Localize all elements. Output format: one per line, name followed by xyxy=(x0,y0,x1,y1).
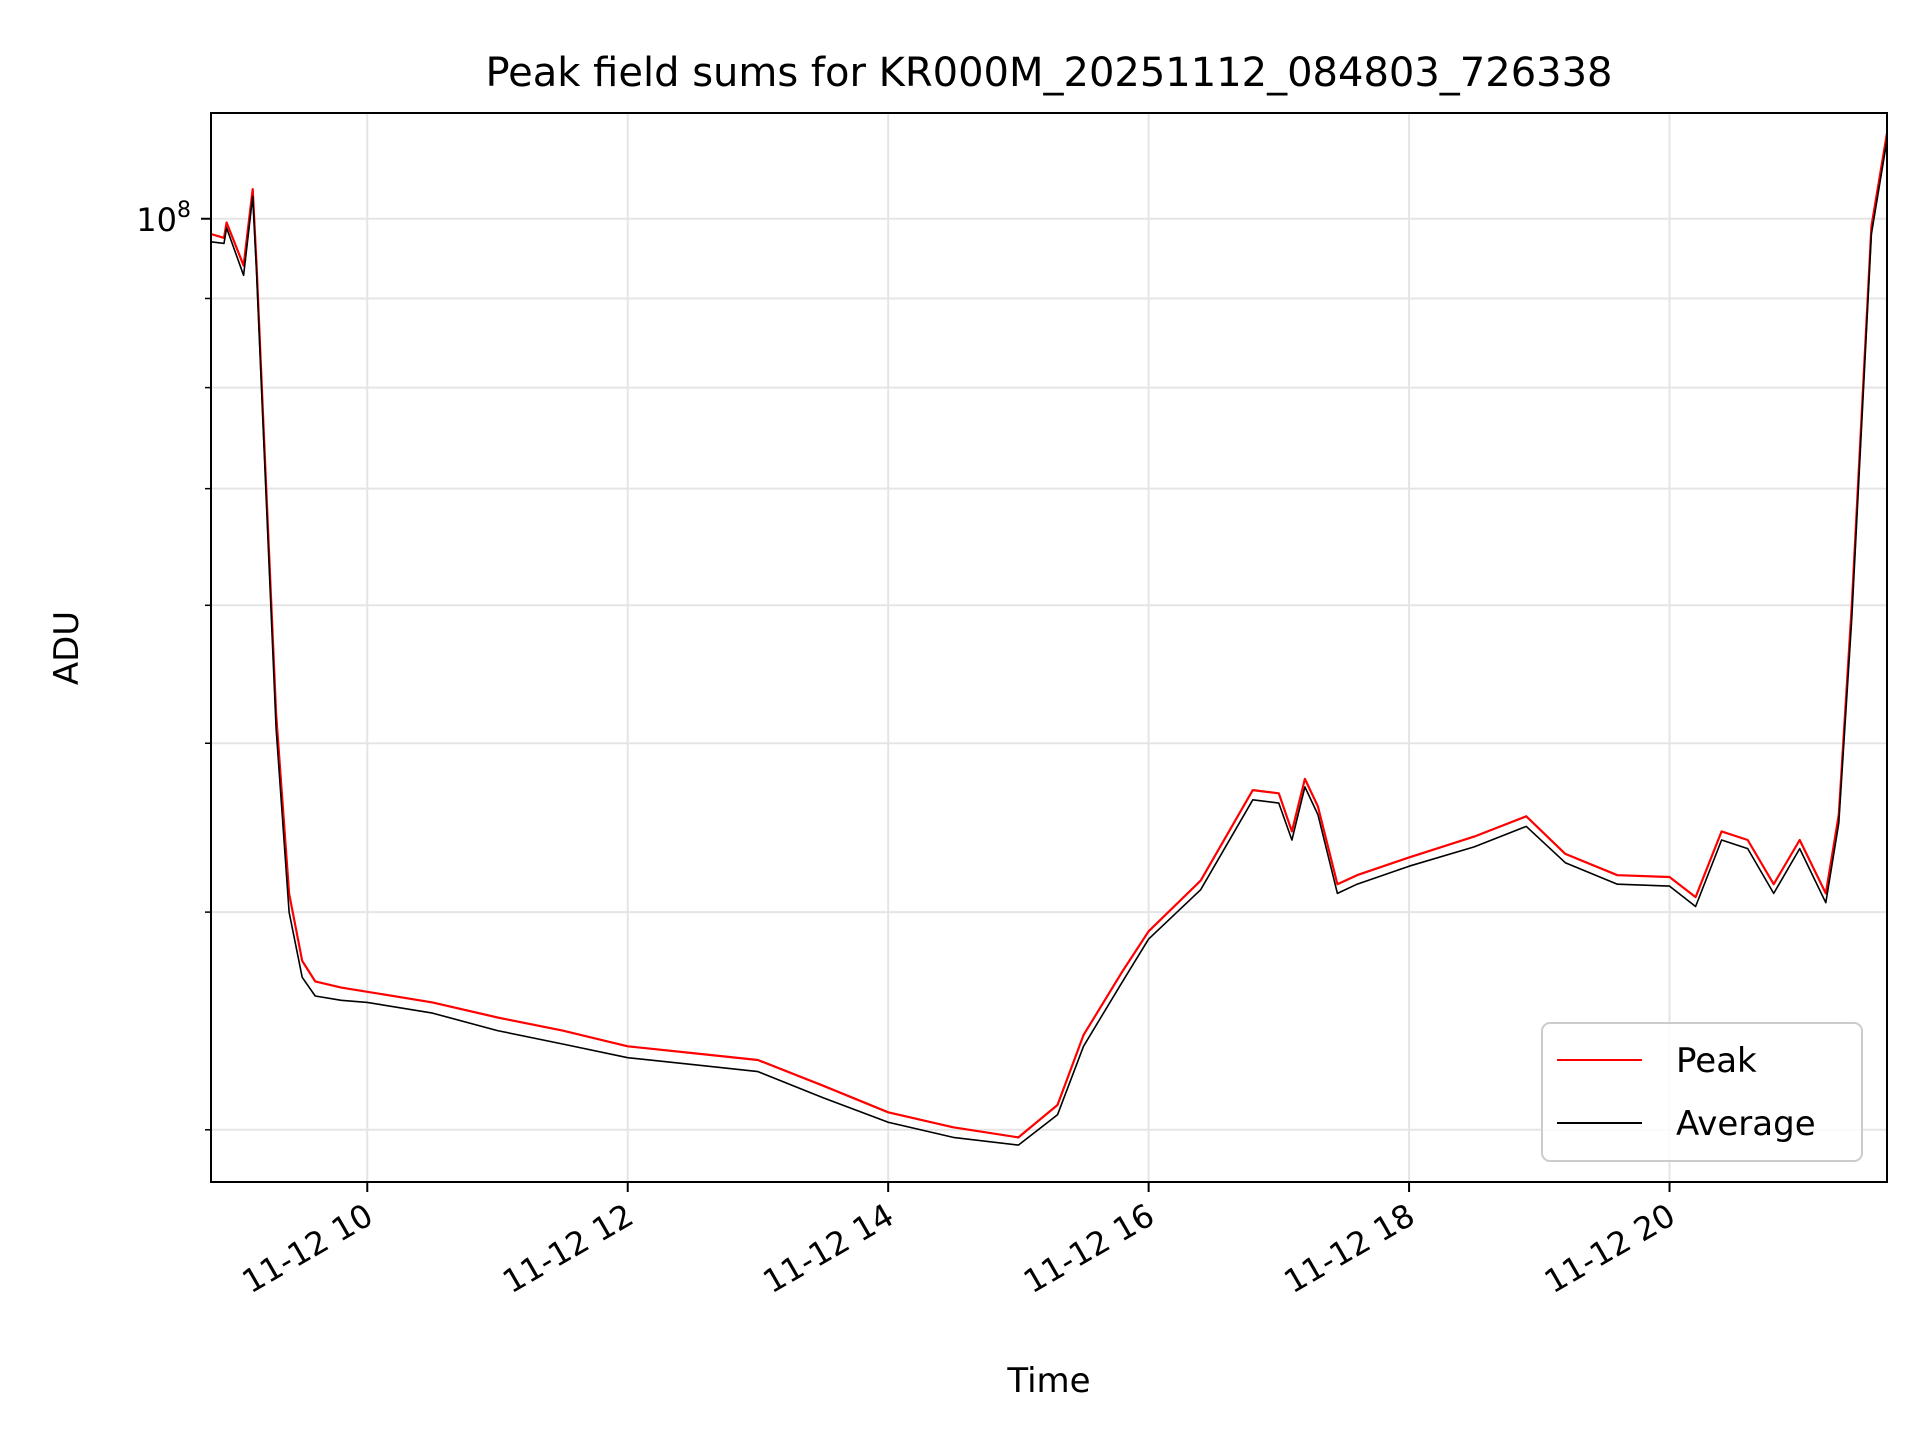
series-layer xyxy=(211,132,1887,1146)
chart-title: Peak field sums for KR000M_20251112_0848… xyxy=(485,50,1612,96)
legend-peak-label: Peak xyxy=(1676,1041,1757,1081)
plot-frame xyxy=(210,112,1888,1183)
y-axis-label: ADU xyxy=(47,611,87,685)
x-axis-label: Time xyxy=(1006,1361,1090,1401)
legend-box xyxy=(1541,1022,1863,1162)
plot-area-background xyxy=(211,113,1887,1182)
series-peak-line xyxy=(211,132,1887,1139)
legend-average-label: Average xyxy=(1676,1104,1816,1144)
series-average-line xyxy=(211,139,1887,1146)
legend: Peak Average xyxy=(1541,1022,1863,1162)
y-tick-label: 108 xyxy=(136,198,191,239)
